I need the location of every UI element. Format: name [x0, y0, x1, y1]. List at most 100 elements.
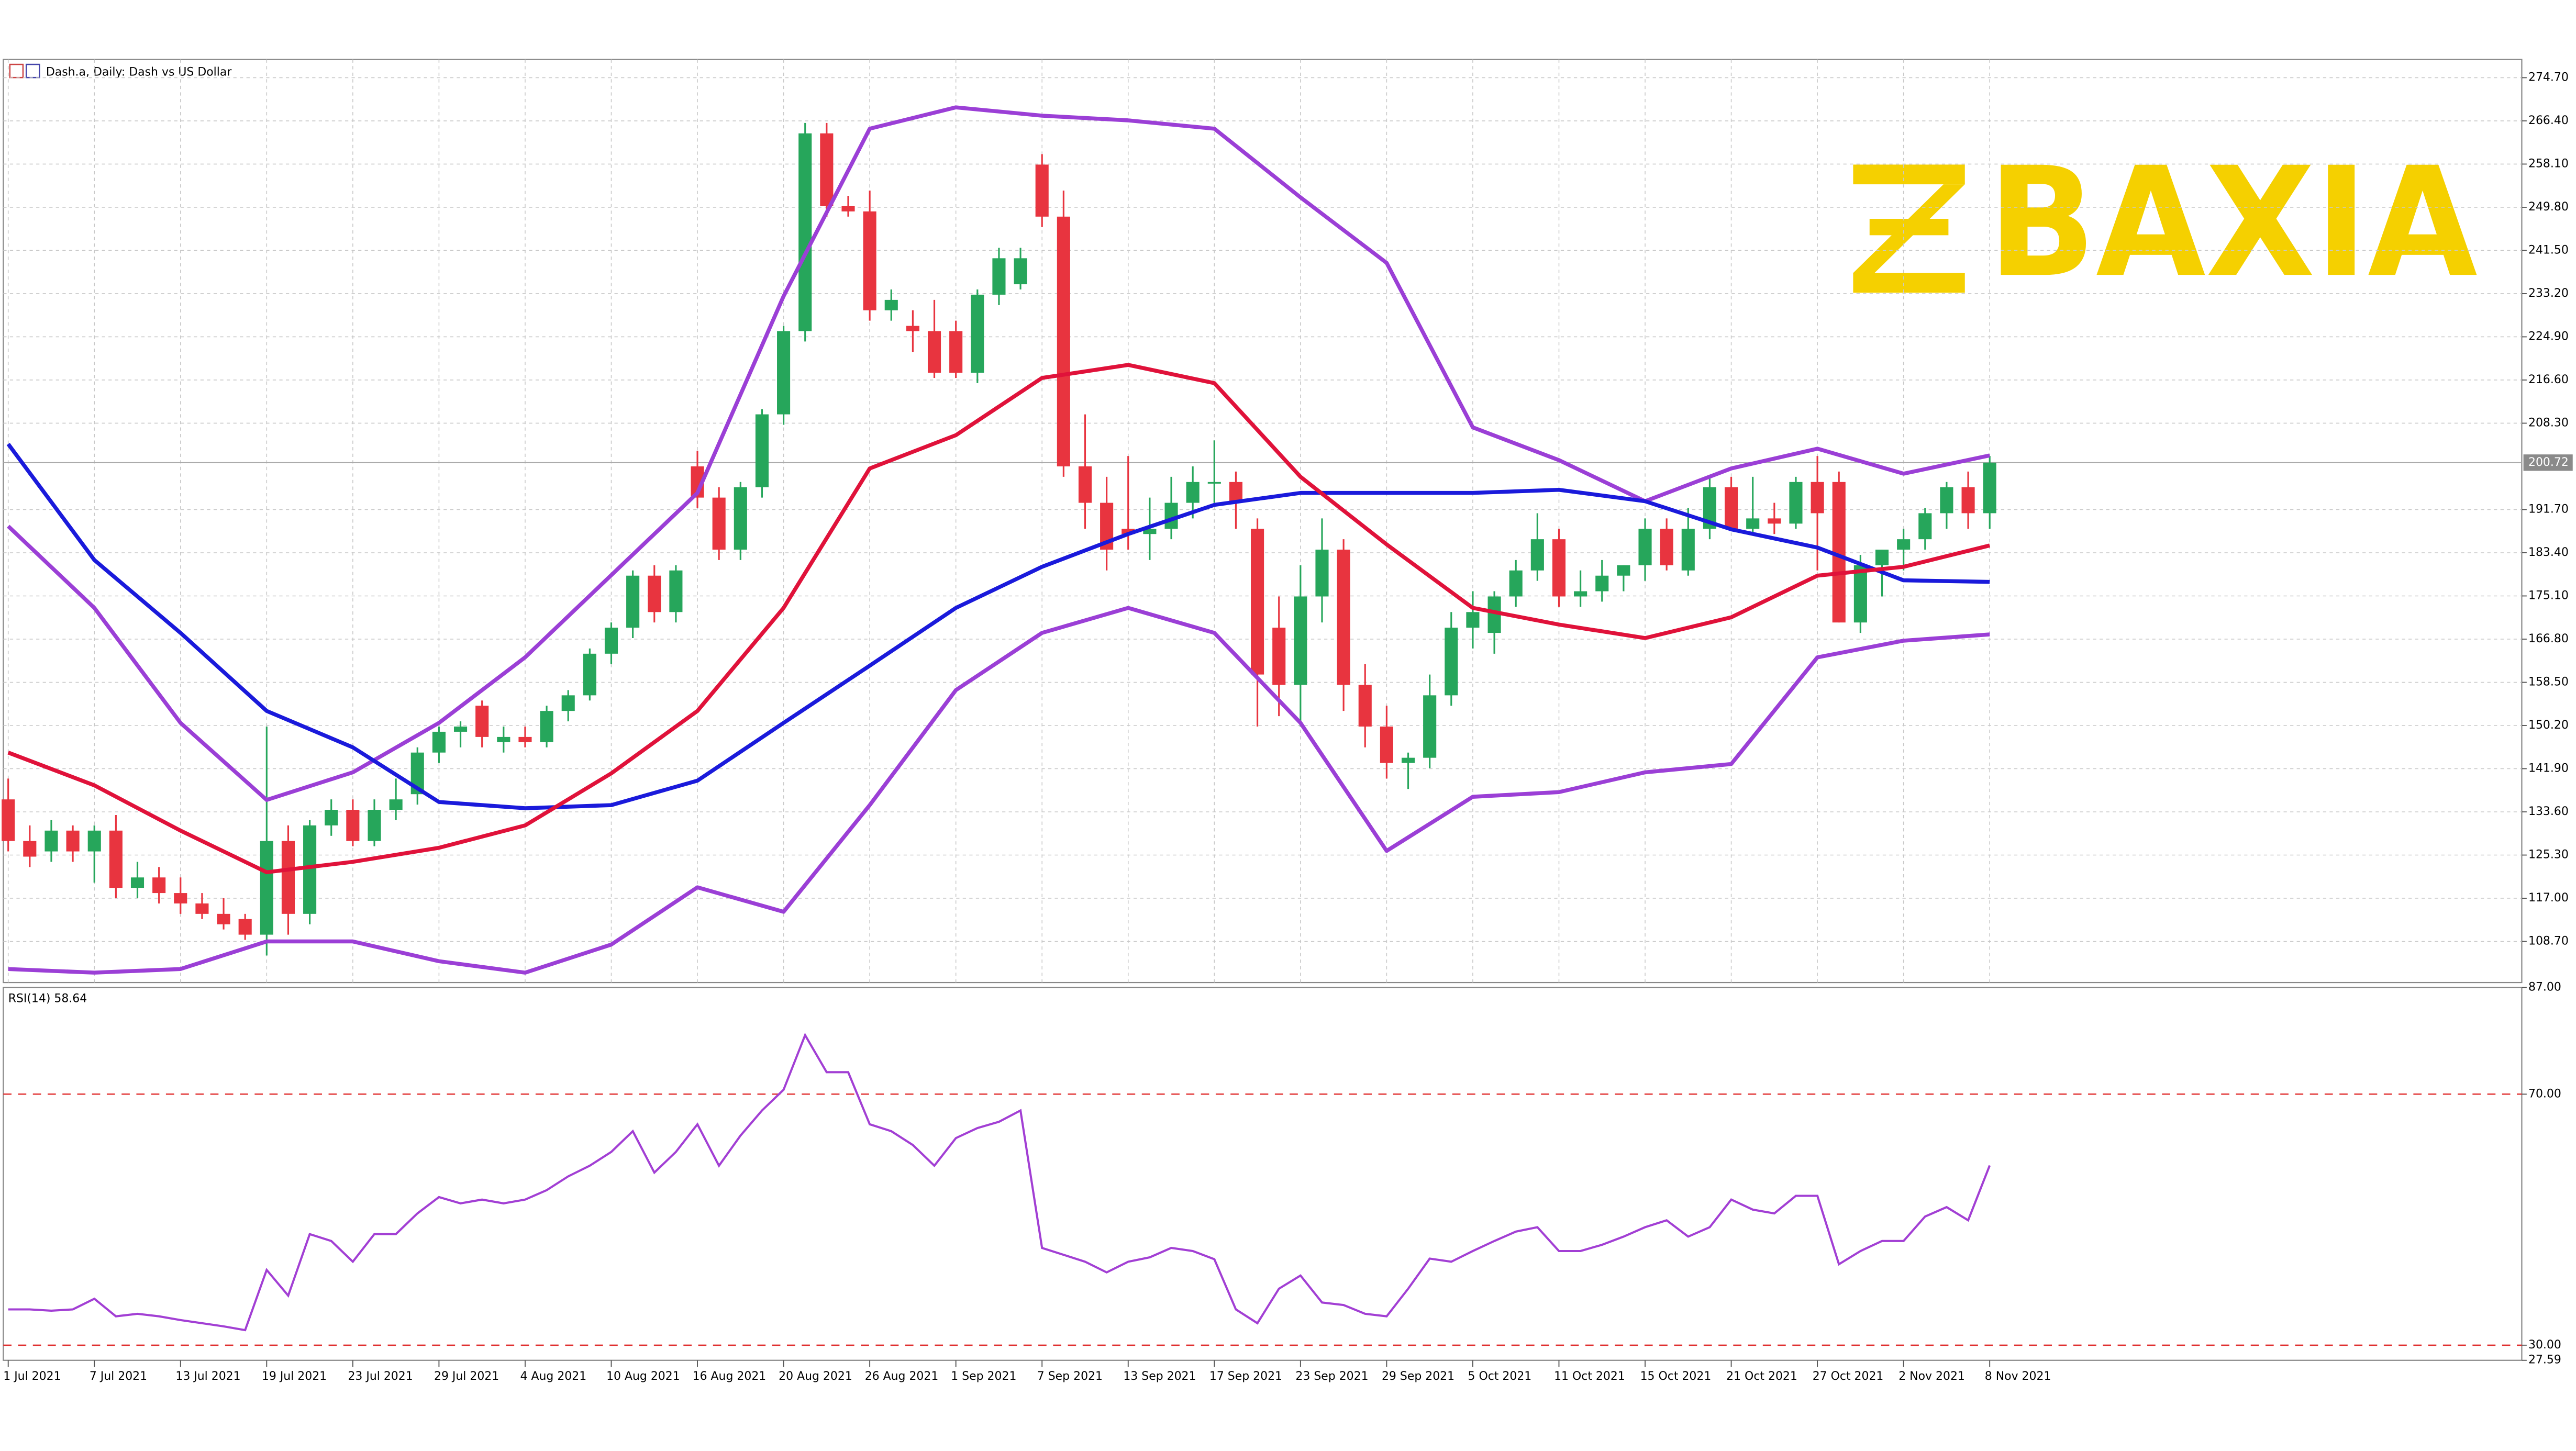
x-tick-label: 2 Nov 2021 [1898, 1370, 1965, 1383]
last-price-label: 200.72 [2528, 456, 2569, 469]
candle-body [1530, 539, 1544, 571]
candle-body [518, 736, 532, 742]
candle-body [87, 830, 101, 852]
candle-body [777, 331, 791, 415]
candle-body [368, 810, 381, 841]
y-tick-label: 158.50 [2528, 676, 2569, 689]
rsi-title: RSI(14) 58.64 [8, 992, 87, 1005]
candle-body [389, 799, 403, 810]
y-tick-label: 216.60 [2528, 373, 2569, 386]
x-tick-label: 11 Oct 2021 [1554, 1370, 1625, 1383]
y-tick-label: 150.20 [2528, 719, 2569, 732]
watermark-text: BAXIA [1988, 135, 2479, 311]
y-tick-label: 166.80 [2528, 632, 2569, 645]
candle-body [1186, 482, 1200, 503]
candle-body [583, 653, 596, 696]
x-tick-label: 7 Sep 2021 [1037, 1370, 1103, 1383]
candle-body [1940, 487, 1953, 514]
candle-body [1272, 628, 1286, 685]
y-tick-label: 87.00 [2528, 980, 2561, 994]
indicator-line [8, 606, 1990, 975]
y-tick-label: 224.90 [2528, 330, 2569, 343]
candle-body [1897, 539, 1911, 550]
x-tick-label: 29 Jul 2021 [434, 1370, 499, 1383]
candle-body [45, 830, 58, 852]
candle-body [540, 711, 553, 742]
candle-body [712, 497, 726, 550]
x-tick-label: 23 Jul 2021 [348, 1370, 413, 1383]
candle-body [1057, 216, 1070, 466]
price-panel [3, 59, 2523, 984]
y-tick-label: 274.70 [2528, 71, 2569, 84]
rsi-panel [3, 987, 2523, 1361]
candle-body [1681, 529, 1695, 571]
candle-body [497, 736, 510, 742]
candle-body [1961, 487, 1975, 514]
candle-body [238, 919, 252, 935]
candle-body [217, 913, 230, 924]
watermark-logo [1853, 164, 1965, 293]
x-tick-label: 27 Oct 2021 [1813, 1370, 1884, 1383]
candle-body [66, 830, 80, 852]
y-tick-label: 141.90 [2528, 762, 2569, 775]
candle-body [1552, 539, 1566, 597]
last-price-box [2523, 454, 2573, 471]
y-tick-label: 249.80 [2528, 200, 2569, 214]
candle-body [1574, 591, 1587, 597]
candle-body [260, 841, 273, 935]
candle-body [346, 810, 360, 841]
x-tick-label: 26 Aug 2021 [865, 1370, 939, 1383]
logo-bar [1853, 273, 1965, 293]
candle-body [152, 877, 166, 894]
candle-body [1401, 757, 1415, 763]
candle-body [863, 211, 876, 310]
candle-body [1509, 570, 1523, 597]
candle-body [1746, 518, 1760, 529]
candle-body [303, 825, 317, 914]
candle-body [626, 575, 640, 628]
indicator-line [7, 105, 1990, 802]
candle-body [798, 133, 812, 331]
x-tick-label: 23 Sep 2021 [1295, 1370, 1368, 1383]
candle-body [281, 841, 295, 914]
candle-body [949, 331, 963, 373]
rsi-line [8, 1032, 1991, 1332]
x-tick-label: 1 Jul 2021 [3, 1370, 61, 1383]
candle-body [1423, 695, 1437, 758]
candle-body [841, 206, 855, 211]
y-tick-label: 208.30 [2528, 416, 2569, 429]
candle-body [1164, 503, 1178, 529]
x-tick-label: 7 Jul 2021 [90, 1370, 147, 1383]
candle-body [195, 903, 209, 914]
x-tick-label: 21 Oct 2021 [1726, 1370, 1797, 1383]
y-tick-label: 258.10 [2528, 157, 2569, 170]
y-tick-label: 191.70 [2528, 503, 2569, 516]
candle-body [561, 695, 575, 711]
x-tick-label: 5 Oct 2021 [1468, 1370, 1532, 1383]
candle-body [174, 893, 187, 903]
candle-body [1380, 726, 1393, 763]
candle-body [734, 487, 747, 550]
candle-body [432, 731, 446, 753]
x-tick-label: 17 Sep 2021 [1209, 1370, 1282, 1383]
candle-body [1595, 575, 1609, 591]
candle-body [1660, 529, 1673, 565]
x-tick-label: 8 Nov 2021 [1985, 1370, 2051, 1383]
candle-body [1207, 482, 1221, 484]
indicator-line [7, 363, 1991, 875]
y-tick-label: 70.00 [2528, 1087, 2561, 1100]
candle-body [1811, 482, 1824, 514]
x-tick-label: 19 Jul 2021 [262, 1370, 327, 1383]
x-tick-label: 10 Aug 2021 [606, 1370, 680, 1383]
y-tick-label: 175.10 [2528, 589, 2569, 602]
x-tick-label: 16 Aug 2021 [693, 1370, 767, 1383]
x-tick-label: 4 Aug 2021 [520, 1370, 587, 1383]
candle-body [475, 706, 489, 737]
candle-body [604, 628, 618, 654]
y-tick-label: 241.50 [2528, 243, 2569, 256]
x-tick-label: 1 Sep 2021 [951, 1370, 1016, 1383]
candle-body [1143, 529, 1157, 534]
candle-body [1251, 529, 1264, 675]
